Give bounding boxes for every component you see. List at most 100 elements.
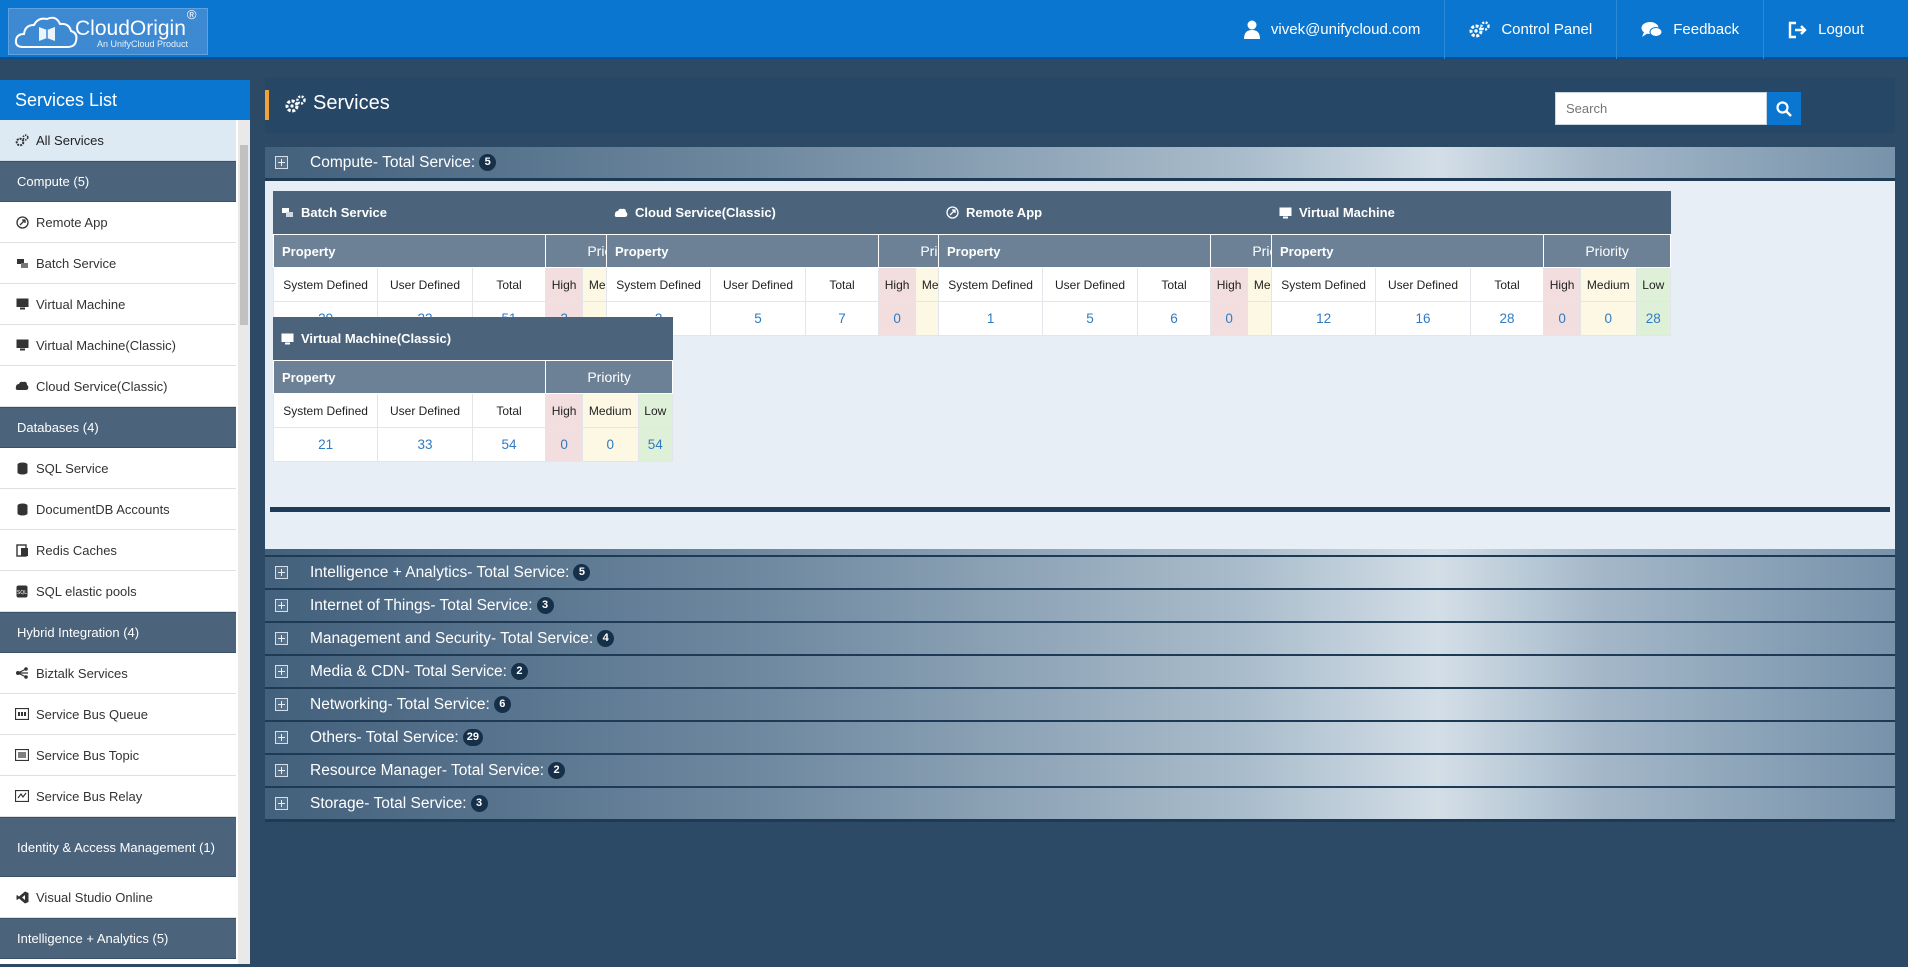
total-value[interactable]: 6: [1136, 301, 1212, 336]
brand-logo[interactable]: CloudOrigin® An UnifyCloud Product: [8, 7, 208, 55]
sidebar-scrollbar[interactable]: [238, 120, 250, 964]
category-bar[interactable]: Media & CDN - Total Service: 2: [265, 656, 1895, 690]
category-name: Media & CDN: [310, 662, 405, 680]
category-bar[interactable]: Others - Total Service: 29: [265, 722, 1895, 756]
elastic-pool-icon: SQL: [15, 584, 29, 598]
services-list: All Services Compute (5) Remote App Batc…: [0, 120, 236, 959]
property-header: Property: [937, 234, 1212, 268]
user-defined-label: User Defined: [377, 393, 473, 428]
expand-icon[interactable]: [275, 566, 288, 579]
total-value[interactable]: 28: [1469, 301, 1545, 336]
sidebar-item-batch-service[interactable]: Batch Service: [0, 243, 236, 284]
category-bar[interactable]: Management and Security - Total Service:…: [265, 623, 1895, 657]
expand-icon[interactable]: [275, 698, 288, 711]
sidebar-item-remote-app[interactable]: Remote App: [0, 202, 236, 243]
total-value[interactable]: 54: [471, 427, 547, 462]
feedback-link[interactable]: Feedback: [1617, 0, 1765, 59]
search-button[interactable]: [1767, 92, 1801, 125]
system-defined-value[interactable]: 21: [272, 427, 379, 462]
system-defined-label: System Defined: [1270, 267, 1377, 302]
expand-icon[interactable]: [275, 764, 288, 777]
sidebar-category-hybrid[interactable]: Hybrid Integration (4): [0, 612, 236, 653]
category-name: Storage: [310, 794, 365, 812]
user-defined-value[interactable]: 16: [1375, 301, 1471, 336]
search-input[interactable]: [1555, 92, 1767, 125]
expand-icon[interactable]: [275, 665, 288, 678]
card-header[interactable]: Virtual Machine(Classic): [273, 317, 673, 360]
expand-icon[interactable]: [275, 599, 288, 612]
expand-icon[interactable]: [275, 632, 288, 645]
sidebar-item-service-bus-topic[interactable]: Service Bus Topic: [0, 735, 236, 776]
count-badge: 5: [573, 564, 591, 581]
low-value[interactable]: 28: [1635, 301, 1672, 336]
category-bar[interactable]: Resource Manager - Total Service: 2: [265, 755, 1895, 789]
expand-icon[interactable]: [275, 797, 288, 810]
sidebar-item-all-services[interactable]: All Services: [0, 120, 236, 161]
medium-value[interactable]: 0: [581, 427, 639, 462]
count-badge: 3: [470, 795, 488, 812]
total-value[interactable]: 7: [804, 301, 880, 336]
category-name: Management and Security: [310, 629, 491, 647]
category-bar[interactable]: Intelligence + Analytics - Total Service…: [265, 557, 1895, 591]
cloud-service-icon: [15, 379, 29, 393]
brand-name: CloudOrigin®: [75, 7, 197, 40]
sidebar-category-identity[interactable]: Identity & Access Management (1): [0, 817, 236, 877]
system-defined-label: System Defined: [937, 267, 1044, 302]
category-bar[interactable]: Internet of Things - Total Service: 3: [265, 590, 1895, 624]
high-label: High: [1210, 267, 1248, 302]
count-badge: 29: [462, 729, 483, 746]
high-value[interactable]: 0: [1210, 301, 1248, 336]
system-defined-label: System Defined: [605, 267, 712, 302]
user-defined-value[interactable]: 33: [377, 427, 473, 462]
category-bar[interactable]: Compute - Total Service: 5: [265, 147, 1895, 181]
category-bar[interactable]: Networking - Total Service: 6: [265, 689, 1895, 723]
service-card: Virtual Machine(Classic) Property Priority…: [272, 317, 674, 464]
panel-divider: [270, 507, 1890, 512]
sidebar-category-databases[interactable]: Databases (4): [0, 407, 236, 448]
search-icon: [1776, 100, 1792, 117]
sidebar-item-service-bus-queue[interactable]: Service Bus Queue: [0, 694, 236, 735]
user-defined-value[interactable]: 5: [1042, 301, 1138, 336]
high-value[interactable]: 0: [545, 427, 583, 462]
monitor-icon: [15, 297, 29, 311]
total-label: Total: [1469, 267, 1545, 302]
sidebar-item-vm-classic[interactable]: Virtual Machine(Classic): [0, 325, 236, 366]
service-card: Virtual Machine Property Priority System De…: [1270, 191, 1672, 338]
system-defined-value[interactable]: 12: [1270, 301, 1377, 336]
card-header[interactable]: Virtual Machine: [1271, 191, 1671, 234]
sidebar-item-sql-service[interactable]: SQL Service: [0, 448, 236, 489]
user-menu[interactable]: vivek@unifycloud.com: [1219, 0, 1446, 59]
medium-value[interactable]: 0: [1579, 301, 1637, 336]
sidebar-item-virtual-machine[interactable]: Virtual Machine: [0, 284, 236, 325]
scrollbar-thumb[interactable]: [240, 145, 248, 325]
header-accent: [265, 90, 269, 120]
card-title: Virtual Machine(Classic): [301, 331, 452, 346]
sidebar-item-biztalk[interactable]: Biztalk Services: [0, 653, 236, 694]
count-badge: 6: [493, 696, 511, 713]
sidebar-item-redis[interactable]: Redis Caches: [0, 530, 236, 571]
low-value[interactable]: 54: [637, 427, 674, 462]
sidebar-category-compute[interactable]: Compute (5): [0, 161, 236, 202]
user-defined-value[interactable]: 5: [710, 301, 806, 336]
system-defined-value[interactable]: 1: [937, 301, 1044, 336]
queue-icon: [15, 707, 29, 721]
logout-link[interactable]: Logout: [1764, 0, 1908, 59]
category-bar[interactable]: Storage - Total Service: 3: [265, 788, 1895, 822]
sidebar-item-visual-studio-online[interactable]: Visual Studio Online: [0, 877, 236, 918]
sidebar-category-intelligence[interactable]: Intelligence + Analytics (5): [0, 918, 236, 959]
total-label: - Total Service:: [364, 794, 467, 812]
high-value[interactable]: 0: [878, 301, 916, 336]
high-value[interactable]: 0: [1543, 301, 1581, 336]
expand-icon[interactable]: [275, 156, 288, 169]
sidebar-item-sql-elastic[interactable]: SQL SQL elastic pools: [0, 571, 236, 612]
sidebar-item-documentdb[interactable]: DocumentDB Accounts: [0, 489, 236, 530]
sidebar-item-service-bus-relay[interactable]: Service Bus Relay: [0, 776, 236, 817]
expand-icon[interactable]: [275, 731, 288, 744]
system-defined-label: System Defined: [272, 393, 379, 428]
control-panel-link[interactable]: Control Panel: [1445, 0, 1618, 59]
user-defined-label: User Defined: [1375, 267, 1471, 302]
sidebar-item-cloud-service-classic[interactable]: Cloud Service(Classic): [0, 366, 236, 407]
total-label: - Total Service:: [490, 629, 594, 647]
